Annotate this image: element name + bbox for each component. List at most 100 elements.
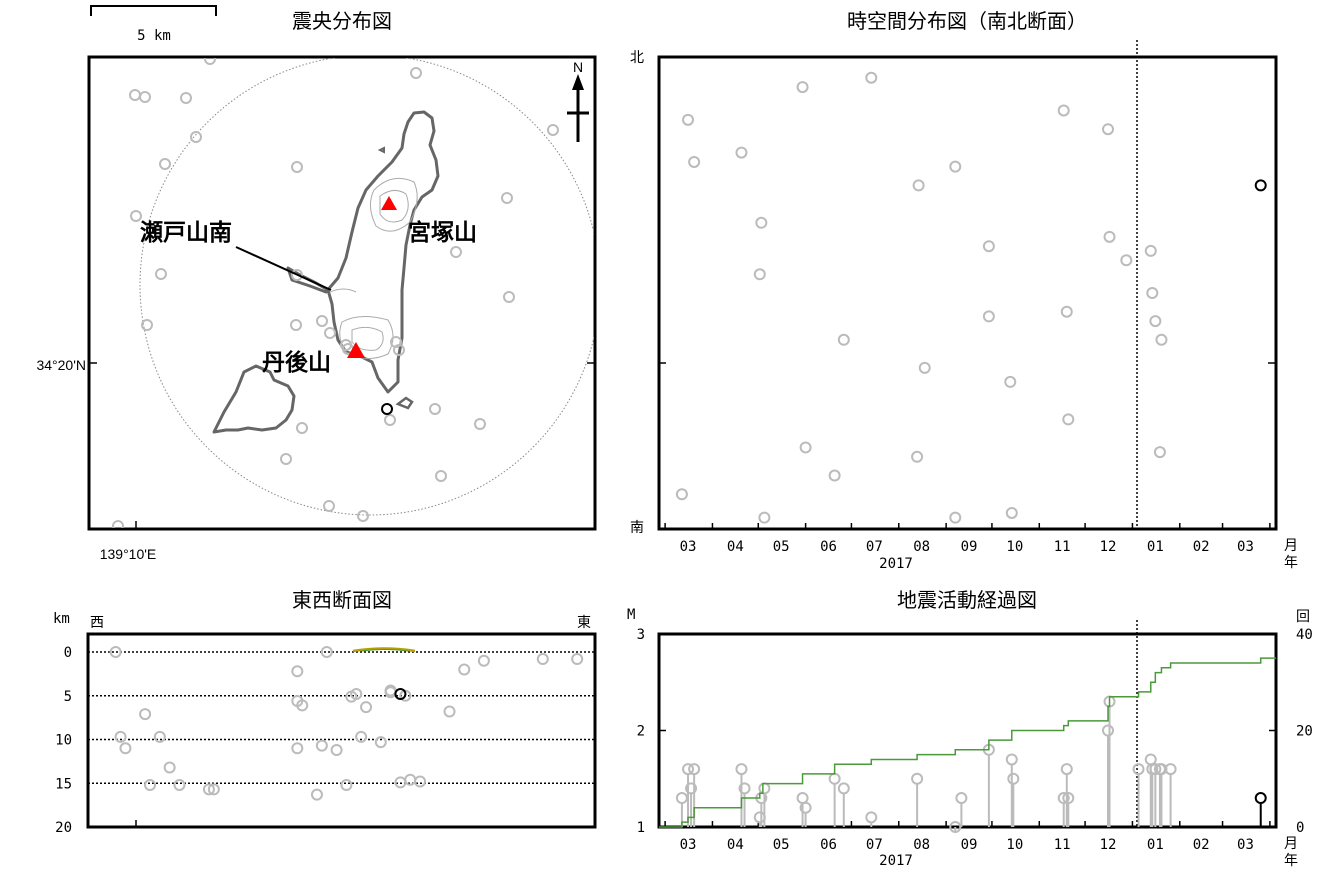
latest-magnitude-marker [1254,792,1267,805]
epicenter-point [435,470,447,482]
spacetime-point [1060,305,1073,318]
hypocenter-point [153,730,166,743]
north-label: N [573,59,583,75]
magnitude-marker [688,763,701,776]
spacetime-point [1004,375,1017,388]
spacetime-point [982,310,995,323]
magnitude-marker [955,792,968,805]
epicenter-point [290,319,302,331]
epicenter-point [323,500,335,512]
epicenter-point [474,418,486,430]
month-tick-label: 03 [1237,539,1254,555]
magnitude-tick-label: 3 [637,627,645,643]
spacetime-point [758,511,771,524]
spacetime-point [799,441,812,454]
spacetime-point [1144,244,1157,257]
month-tick-label: 10 [1006,539,1023,555]
spacetime-point [1005,506,1018,519]
spacetime-point [675,488,688,501]
magnitude-marker [911,772,924,785]
epicenter-point [429,403,441,415]
hypocenter-point [443,705,456,718]
epicenter-point [280,453,292,465]
ew-section-title: 東西断面図 [292,588,392,612]
month-tick-label: 05 [773,539,790,555]
latest-epicenter-point [381,403,393,415]
spacetime-point [1103,230,1116,243]
spacetime-point [1146,287,1159,299]
south-axis-label: 南 [630,519,644,535]
count-tick-label: 0 [1296,820,1304,836]
epicenter-point [155,268,167,280]
depth-tick-label: 0 [64,645,72,661]
north-axis-label: 北 [630,49,644,65]
month-tick-label: 02 [1193,539,1210,555]
ew-depth-grid: 0 5 10 15 20 [55,645,595,836]
north-arrow-icon: N [567,59,589,142]
hypocenter-point [571,653,584,665]
magnitude-marker [1007,772,1020,785]
spacetime-point [1153,446,1166,459]
hypocenter-point [207,783,220,796]
month-tick-label: 07 [866,539,883,555]
depth-tick-label: 20 [55,820,72,836]
hypocenter-point [173,779,186,791]
spacetime-point [753,268,766,281]
spacetime-unit-month: 月 [1284,537,1298,553]
epicenter-point [450,246,462,258]
hypocenter-point [310,788,323,801]
epicenter-point [129,89,141,101]
hypocenter-point [114,730,127,743]
month-tick-label: 09 [961,539,978,555]
depth-tick-label: 15 [55,776,72,792]
magnitude-marker [1132,763,1145,776]
spacetime-point [918,361,931,374]
contour-line [370,177,418,232]
scale-label: 5 km [137,28,171,44]
depth-tick-label: 10 [55,733,72,749]
contour-line [351,326,384,351]
spacetime-point [1149,315,1162,328]
month-tick-label: 04 [727,539,744,555]
activity-y-ticks: 1 2 3 0 20 40 [637,627,1313,836]
month-tick-label: 06 [820,539,837,555]
magnitude-tick-label: 1 [637,820,645,836]
hypocenter-point [291,742,304,755]
lon-label: 139°10'E [100,546,157,562]
epicenter-point [190,131,202,143]
epicenter-point [130,210,142,222]
epicenter-points [112,58,559,528]
hypocenter-point [330,744,343,756]
magnitude-marker [738,782,751,795]
epicenter-point [204,58,216,65]
scale-bar [90,5,217,16]
month-tick-label: 11 [1054,837,1071,853]
latest-hypocenter-point [394,688,407,700]
epicenter-point [180,92,192,104]
magnitude-marker [865,811,878,824]
month-tick-label: 08 [913,837,930,853]
magnitude-marker [949,821,962,833]
ew-section: 東西断面図 km 西 東 0 5 10 15 20 [53,588,597,836]
hypocenter-point [414,775,427,788]
hypocenter-point [163,761,176,774]
hypocenter-point [144,779,157,791]
activity-right-unit: 回 [1296,608,1310,624]
magnitude-marker [1060,763,1073,776]
spacetime-month-ticks: 03 04 05 06 07 08 09 10 11 12 01 02 03 [664,523,1271,555]
magnitude-marker [796,792,809,805]
epicenter-point [384,414,396,426]
west-label: 西 [90,614,104,630]
count-tick-label: 20 [1296,724,1313,740]
spacetime-point [1102,123,1115,136]
spacetime-point [912,179,925,192]
hypocenter-point [404,773,417,786]
month-tick-label: 09 [961,837,978,853]
volcano-label-tangoyama: 丹後山 [262,349,331,376]
volcano-label-setoyama-minami: 瀬戸山南 [140,220,232,246]
month-tick-label: 12 [1100,539,1117,555]
spacetime-point [982,240,995,253]
epicenter-map-title: 震央分布図 [292,9,392,33]
epicenter-point [324,327,336,339]
